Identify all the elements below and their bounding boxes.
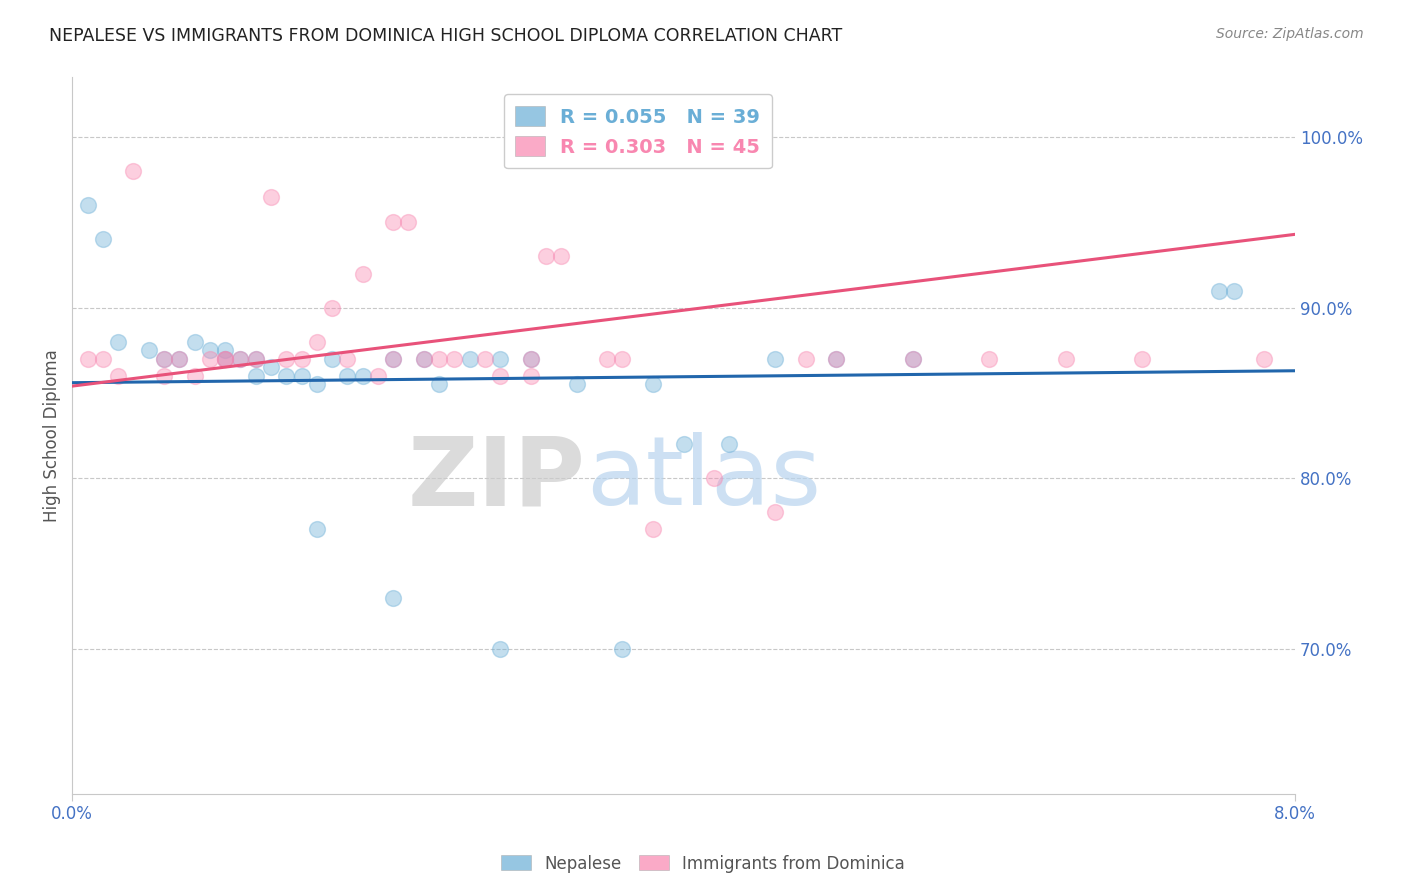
- Point: [443, 351, 465, 366]
- Point: [718, 437, 741, 451]
- Point: [763, 351, 786, 366]
- Point: [276, 351, 298, 366]
- Point: [427, 377, 450, 392]
- Point: [229, 351, 252, 366]
- Point: [321, 351, 343, 366]
- Point: [1253, 351, 1275, 366]
- Point: [305, 377, 328, 392]
- Point: [641, 377, 664, 392]
- Point: [107, 368, 129, 383]
- Point: [305, 522, 328, 536]
- Point: [520, 368, 543, 383]
- Point: [474, 351, 496, 366]
- Point: [153, 351, 176, 366]
- Point: [825, 351, 848, 366]
- Point: [382, 351, 405, 366]
- Point: [91, 351, 114, 366]
- Point: [183, 334, 205, 349]
- Point: [382, 591, 405, 605]
- Point: [214, 343, 236, 358]
- Point: [382, 351, 405, 366]
- Point: [1054, 351, 1077, 366]
- Point: [245, 351, 267, 366]
- Point: [901, 351, 924, 366]
- Point: [367, 368, 389, 383]
- Text: Source: ZipAtlas.com: Source: ZipAtlas.com: [1216, 27, 1364, 41]
- Point: [412, 351, 434, 366]
- Point: [641, 522, 664, 536]
- Point: [229, 351, 252, 366]
- Point: [183, 368, 205, 383]
- Point: [167, 351, 190, 366]
- Point: [612, 351, 634, 366]
- Point: [138, 343, 160, 358]
- Point: [596, 351, 619, 366]
- Point: [489, 368, 512, 383]
- Point: [214, 351, 236, 366]
- Point: [565, 377, 588, 392]
- Point: [214, 351, 236, 366]
- Point: [245, 368, 267, 383]
- Point: [1130, 351, 1153, 366]
- Point: [763, 505, 786, 519]
- Point: [336, 368, 359, 383]
- Point: [412, 351, 434, 366]
- Point: [260, 190, 283, 204]
- Point: [153, 351, 176, 366]
- Point: [672, 437, 695, 451]
- Point: [612, 641, 634, 656]
- Point: [76, 198, 98, 212]
- Point: [703, 471, 725, 485]
- Point: [489, 351, 512, 366]
- Legend: R = 0.055   N = 39, R = 0.303   N = 45: R = 0.055 N = 39, R = 0.303 N = 45: [503, 95, 772, 169]
- Point: [305, 334, 328, 349]
- Point: [1208, 284, 1230, 298]
- Point: [398, 215, 420, 229]
- Point: [336, 351, 359, 366]
- Point: [550, 250, 572, 264]
- Point: [352, 267, 374, 281]
- Point: [290, 368, 312, 383]
- Text: atlas: atlas: [586, 432, 821, 525]
- Point: [458, 351, 481, 366]
- Legend: Nepalese, Immigrants from Dominica: Nepalese, Immigrants from Dominica: [495, 848, 911, 880]
- Point: [198, 343, 221, 358]
- Point: [260, 360, 283, 375]
- Point: [427, 351, 450, 366]
- Point: [794, 351, 817, 366]
- Point: [76, 351, 98, 366]
- Point: [107, 334, 129, 349]
- Point: [489, 641, 512, 656]
- Point: [520, 351, 543, 366]
- Point: [214, 351, 236, 366]
- Point: [352, 368, 374, 383]
- Point: [153, 368, 176, 383]
- Point: [382, 215, 405, 229]
- Point: [825, 351, 848, 366]
- Point: [198, 351, 221, 366]
- Point: [534, 250, 557, 264]
- Point: [167, 351, 190, 366]
- Point: [979, 351, 1001, 366]
- Point: [901, 351, 924, 366]
- Point: [122, 164, 145, 178]
- Point: [520, 351, 543, 366]
- Point: [276, 368, 298, 383]
- Y-axis label: High School Diploma: High School Diploma: [44, 349, 60, 522]
- Point: [321, 301, 343, 315]
- Point: [290, 351, 312, 366]
- Point: [91, 232, 114, 246]
- Text: NEPALESE VS IMMIGRANTS FROM DOMINICA HIGH SCHOOL DIPLOMA CORRELATION CHART: NEPALESE VS IMMIGRANTS FROM DOMINICA HIG…: [49, 27, 842, 45]
- Point: [1223, 284, 1246, 298]
- Point: [245, 351, 267, 366]
- Text: ZIP: ZIP: [408, 432, 586, 525]
